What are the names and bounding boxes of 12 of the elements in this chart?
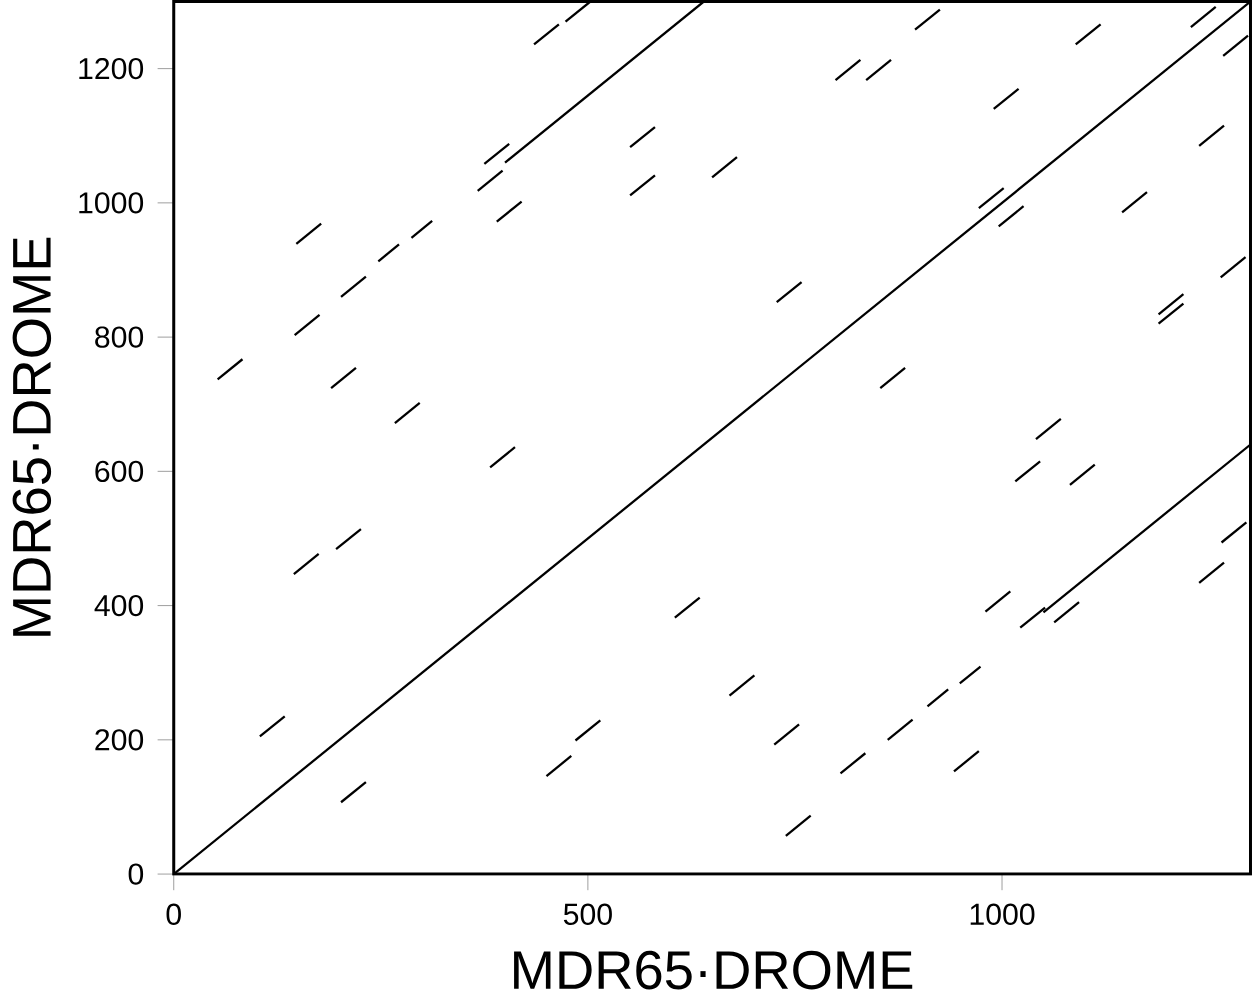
y-tick-label: 800 (95, 326, 144, 348)
x-tick-label: 0 (166, 903, 181, 925)
y-tick-label: 200 (95, 729, 144, 751)
y-tick-label: 1200 (79, 57, 144, 80)
x-tick-label: 1000 (970, 903, 1035, 925)
x-tick-label: 500 (563, 903, 612, 925)
y-tick-label: 600 (95, 460, 144, 483)
y-tick-label: 1000 (79, 192, 144, 214)
x-axis-title: MDR65·DROME (514, 950, 913, 990)
y-tick-label: 400 (94, 594, 144, 617)
y-tick-label: 0 (128, 863, 144, 885)
y-axis-title: MDR65·DROME (12, 237, 52, 636)
